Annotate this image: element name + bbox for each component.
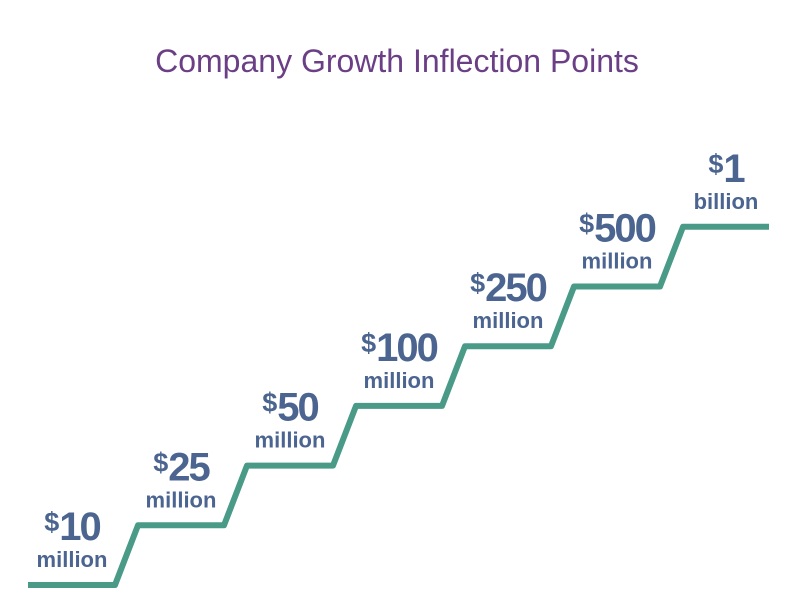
step-unit: million [364,368,435,393]
step-unit: million [582,249,653,274]
amount: 100 [376,326,437,370]
staircase [28,223,769,588]
amount: 10 [59,505,100,549]
currency-symbol: $ [44,507,59,537]
currency-symbol: $ [470,268,485,298]
amount: 250 [485,266,546,310]
amount: 500 [594,207,655,251]
currency-symbol: $ [361,328,376,358]
step-unit: million [255,428,326,453]
step-amount: $1 [708,147,745,191]
amount: 50 [277,386,318,430]
step-unit: million [37,547,108,572]
step-amount: $500 [579,207,656,251]
currency-symbol: $ [262,388,277,418]
step-amount: $100 [361,326,438,370]
currency-symbol: $ [579,209,594,239]
step-unit: billion [694,189,759,214]
step-amount: $10 [44,505,100,549]
step-amount: $250 [470,266,547,310]
step-unit: million [473,308,544,333]
amount: 1 [723,147,745,191]
step-unit: million [146,487,217,512]
title: Company Growth Inflection Points [155,43,639,79]
currency-symbol: $ [708,149,723,179]
step-amount: $50 [262,386,318,430]
amount: 25 [168,445,210,489]
currency-symbol: $ [153,447,168,477]
step-amount: $25 [153,445,210,489]
